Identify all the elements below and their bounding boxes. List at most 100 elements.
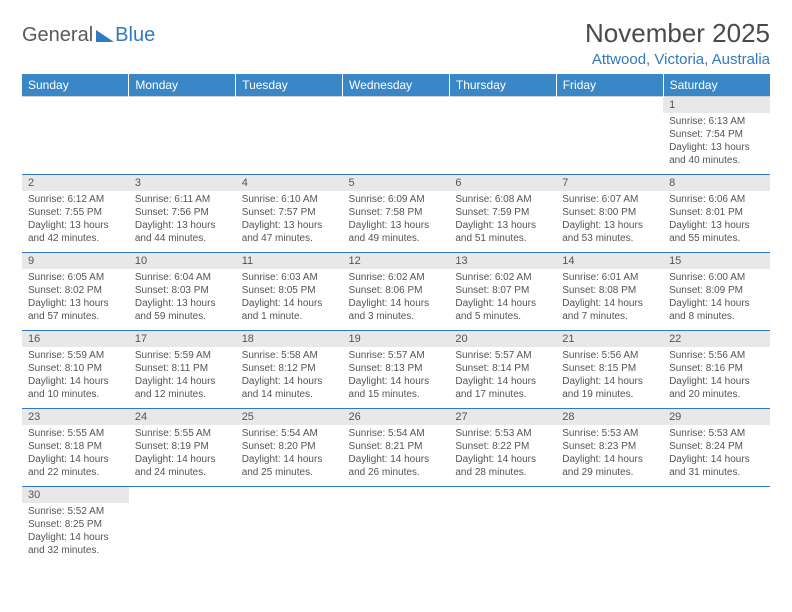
title-block: November 2025 Attwood, Victoria, Austral… [585,18,770,68]
day-details: Sunrise: 6:04 AMSunset: 8:03 PMDaylight:… [129,269,236,327]
calendar-table: Sunday Monday Tuesday Wednesday Thursday… [22,74,770,565]
calendar-cell: 16Sunrise: 5:59 AMSunset: 8:10 PMDayligh… [22,331,129,409]
sunrise-text: Sunrise: 5:54 AM [349,427,444,440]
day-number: 28 [556,409,663,425]
day-number: 2 [22,175,129,191]
day-details: Sunrise: 6:07 AMSunset: 8:00 PMDaylight:… [556,191,663,249]
logo-triangle-icon [96,30,114,42]
day-number: 15 [663,253,770,269]
sunset-text: Sunset: 7:56 PM [135,206,230,219]
day-number: 25 [236,409,343,425]
calendar-cell: 6Sunrise: 6:08 AMSunset: 7:59 PMDaylight… [449,175,556,253]
day-details: Sunrise: 6:00 AMSunset: 8:09 PMDaylight:… [663,269,770,327]
day-details: Sunrise: 5:58 AMSunset: 8:12 PMDaylight:… [236,347,343,405]
sunset-text: Sunset: 8:09 PM [669,284,764,297]
calendar-cell: 27Sunrise: 5:53 AMSunset: 8:22 PMDayligh… [449,409,556,487]
calendar-cell: 9Sunrise: 6:05 AMSunset: 8:02 PMDaylight… [22,253,129,331]
calendar-cell [449,97,556,175]
day-details: Sunrise: 6:09 AMSunset: 7:58 PMDaylight:… [343,191,450,249]
calendar-cell [556,487,663,565]
day-number: 1 [663,97,770,113]
calendar-cell: 17Sunrise: 5:59 AMSunset: 8:11 PMDayligh… [129,331,236,409]
day-number: 27 [449,409,556,425]
header: General Blue November 2025 Attwood, Vict… [22,18,770,68]
day-number: 20 [449,331,556,347]
day-header: Sunday [22,74,129,97]
sunset-text: Sunset: 8:03 PM [135,284,230,297]
day-details: Sunrise: 6:12 AMSunset: 7:55 PMDaylight:… [22,191,129,249]
calendar-body: 1Sunrise: 6:13 AMSunset: 7:54 PMDaylight… [22,97,770,565]
daylight-text: Daylight: 14 hours and 28 minutes. [455,453,550,479]
calendar-cell: 10Sunrise: 6:04 AMSunset: 8:03 PMDayligh… [129,253,236,331]
daylight-text: Daylight: 13 hours and 44 minutes. [135,219,230,245]
calendar-cell: 8Sunrise: 6:06 AMSunset: 8:01 PMDaylight… [663,175,770,253]
day-details: Sunrise: 6:05 AMSunset: 8:02 PMDaylight:… [22,269,129,327]
day-header: Wednesday [343,74,450,97]
day-number: 29 [663,409,770,425]
calendar-cell: 21Sunrise: 5:56 AMSunset: 8:15 PMDayligh… [556,331,663,409]
day-details: Sunrise: 5:56 AMSunset: 8:16 PMDaylight:… [663,347,770,405]
logo-text-2: Blue [115,24,155,47]
sunrise-text: Sunrise: 5:55 AM [135,427,230,440]
calendar-cell: 25Sunrise: 5:54 AMSunset: 8:20 PMDayligh… [236,409,343,487]
daylight-text: Daylight: 13 hours and 40 minutes. [669,141,764,167]
page-title: November 2025 [585,18,770,49]
sunset-text: Sunset: 8:07 PM [455,284,550,297]
daylight-text: Daylight: 14 hours and 12 minutes. [135,375,230,401]
sunrise-text: Sunrise: 6:12 AM [28,193,123,206]
day-details: Sunrise: 5:53 AMSunset: 8:23 PMDaylight:… [556,425,663,483]
daylight-text: Daylight: 14 hours and 8 minutes. [669,297,764,323]
sunrise-text: Sunrise: 6:10 AM [242,193,337,206]
day-number: 3 [129,175,236,191]
calendar-week-row: 30Sunrise: 5:52 AMSunset: 8:25 PMDayligh… [22,487,770,565]
calendar-cell: 15Sunrise: 6:00 AMSunset: 8:09 PMDayligh… [663,253,770,331]
day-header: Monday [129,74,236,97]
day-details: Sunrise: 5:54 AMSunset: 8:20 PMDaylight:… [236,425,343,483]
day-details: Sunrise: 6:02 AMSunset: 8:07 PMDaylight:… [449,269,556,327]
calendar-cell: 13Sunrise: 6:02 AMSunset: 8:07 PMDayligh… [449,253,556,331]
sunrise-text: Sunrise: 6:09 AM [349,193,444,206]
calendar-cell: 3Sunrise: 6:11 AMSunset: 7:56 PMDaylight… [129,175,236,253]
day-number: 7 [556,175,663,191]
sunset-text: Sunset: 8:22 PM [455,440,550,453]
sunset-text: Sunset: 7:59 PM [455,206,550,219]
day-details: Sunrise: 5:59 AMSunset: 8:10 PMDaylight:… [22,347,129,405]
sunrise-text: Sunrise: 6:01 AM [562,271,657,284]
sunset-text: Sunset: 8:15 PM [562,362,657,375]
sunrise-text: Sunrise: 6:07 AM [562,193,657,206]
logo-text-1: General [22,24,93,47]
sunset-text: Sunset: 8:01 PM [669,206,764,219]
sunset-text: Sunset: 8:00 PM [562,206,657,219]
day-details: Sunrise: 6:08 AMSunset: 7:59 PMDaylight:… [449,191,556,249]
day-details: Sunrise: 5:57 AMSunset: 8:13 PMDaylight:… [343,347,450,405]
sunrise-text: Sunrise: 5:54 AM [242,427,337,440]
day-details: Sunrise: 6:13 AMSunset: 7:54 PMDaylight:… [663,113,770,171]
sunrise-text: Sunrise: 5:56 AM [562,349,657,362]
day-header: Tuesday [236,74,343,97]
day-number: 26 [343,409,450,425]
sunset-text: Sunset: 8:20 PM [242,440,337,453]
daylight-text: Daylight: 13 hours and 55 minutes. [669,219,764,245]
sunrise-text: Sunrise: 6:02 AM [349,271,444,284]
day-details: Sunrise: 5:52 AMSunset: 8:25 PMDaylight:… [22,503,129,561]
daylight-text: Daylight: 14 hours and 17 minutes. [455,375,550,401]
sunrise-text: Sunrise: 5:58 AM [242,349,337,362]
calendar-cell: 23Sunrise: 5:55 AMSunset: 8:18 PMDayligh… [22,409,129,487]
sunset-text: Sunset: 8:02 PM [28,284,123,297]
day-header: Thursday [449,74,556,97]
sunrise-text: Sunrise: 5:59 AM [135,349,230,362]
daylight-text: Daylight: 14 hours and 31 minutes. [669,453,764,479]
daylight-text: Daylight: 14 hours and 20 minutes. [669,375,764,401]
calendar-week-row: 9Sunrise: 6:05 AMSunset: 8:02 PMDaylight… [22,253,770,331]
day-number: 30 [22,487,129,503]
sunset-text: Sunset: 8:11 PM [135,362,230,375]
daylight-text: Daylight: 14 hours and 7 minutes. [562,297,657,323]
daylight-text: Daylight: 14 hours and 15 minutes. [349,375,444,401]
daylight-text: Daylight: 13 hours and 53 minutes. [562,219,657,245]
calendar-week-row: 1Sunrise: 6:13 AMSunset: 7:54 PMDaylight… [22,97,770,175]
calendar-cell: 18Sunrise: 5:58 AMSunset: 8:12 PMDayligh… [236,331,343,409]
calendar-cell: 29Sunrise: 5:53 AMSunset: 8:24 PMDayligh… [663,409,770,487]
sunrise-text: Sunrise: 6:08 AM [455,193,550,206]
calendar-cell: 7Sunrise: 6:07 AMSunset: 8:00 PMDaylight… [556,175,663,253]
daylight-text: Daylight: 14 hours and 14 minutes. [242,375,337,401]
